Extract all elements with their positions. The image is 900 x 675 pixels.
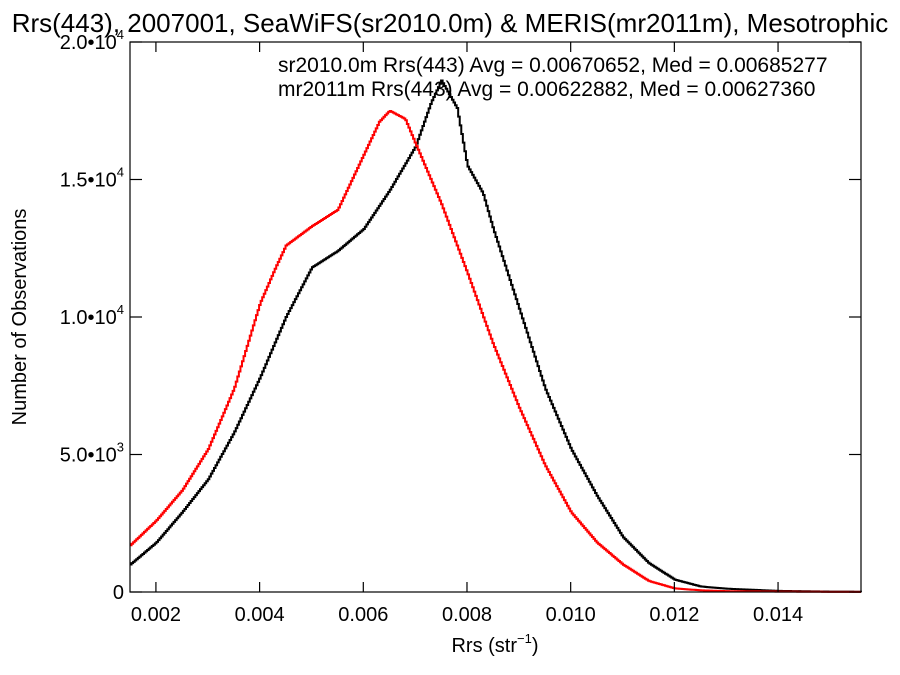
y-tick-label-0: 0: [113, 582, 124, 604]
x-axis: 0.002 0.004 0.006 0.008 0.010 0.012 0.014: [131, 42, 803, 626]
y-tick-label-2: 1.0•104: [60, 302, 124, 329]
legend-entry-sr2010: sr2010.0m Rrs(443) Avg = 0.00670652, Med…: [278, 54, 828, 77]
y-axis: 0 5.0•103 1.0•104 1.5•104 2.0•104: [60, 27, 861, 604]
legend-entry-mr2011: mr2011m Rrs(443) Avg = 0.00622882, Med =…: [278, 78, 815, 101]
x-tick-label-1: 0.004: [235, 604, 285, 626]
x-axis-label: Rrs (str−1): [451, 631, 538, 657]
series-line-1: [130, 110, 861, 593]
plot-series: [130, 79, 862, 593]
series-line-0: [130, 79, 862, 593]
x-tick-label-6: 0.014: [753, 604, 803, 626]
x-tick-label-0: 0.002: [131, 604, 181, 626]
x-tick-label-4: 0.010: [546, 604, 596, 626]
x-tick-label-2: 0.006: [338, 604, 388, 626]
y-tick-label-4: 2.0•104: [60, 27, 124, 54]
y-tick-label-3: 1.5•104: [60, 165, 124, 192]
x-tick-label-5: 0.012: [649, 604, 699, 626]
chart-title: Rrs(443), 2007001, SeaWiFS(sr2010.0m) & …: [12, 8, 889, 38]
legend: sr2010.0m Rrs(443) Avg = 0.00670652, Med…: [278, 54, 828, 101]
x-tick-label-3: 0.008: [442, 604, 492, 626]
y-tick-label-1: 5.0•103: [60, 440, 124, 467]
y-axis-label: Number of Observations: [9, 209, 31, 426]
